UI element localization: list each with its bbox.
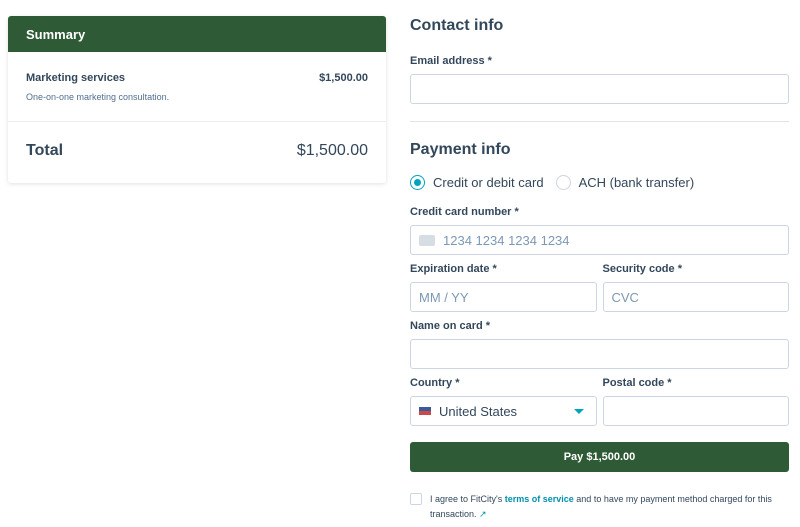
cvc-placeholder: CVC xyxy=(611,289,639,305)
radio-unchecked-icon[interactable] xyxy=(555,175,571,190)
exp-label: Expiration date * xyxy=(410,263,497,275)
radio-ach-label: ACH (bank transfer) xyxy=(578,175,695,190)
name-label: Name on card * xyxy=(410,320,491,332)
summary-card: Summary Marketing services $1,500.00 One… xyxy=(8,16,386,183)
radio-card-label: Credit or debit card xyxy=(433,175,544,190)
card-number-input[interactable]: 1234 1234 1234 1234 xyxy=(410,225,789,255)
total-label: Total xyxy=(26,142,64,159)
exp-placeholder: MM / YY xyxy=(419,289,469,305)
cvc-input[interactable]: CVC xyxy=(602,282,789,312)
summary-title: Summary xyxy=(8,16,386,52)
card-placeholder: 1234 1234 1234 1234 xyxy=(443,232,570,248)
payment-title: Payment info xyxy=(410,141,511,158)
item-price: $1,500.00 xyxy=(319,72,368,84)
postal-input[interactable] xyxy=(602,396,789,426)
contact-title: Contact info xyxy=(410,17,504,34)
card-label: Credit card number * xyxy=(410,206,519,218)
expiration-input[interactable]: MM / YY xyxy=(410,282,597,312)
item-name: Marketing services xyxy=(26,72,126,84)
us-flag-icon xyxy=(419,407,431,415)
line-item: Marketing services $1,500.00 One-on-one … xyxy=(8,52,386,122)
terms-agreement: I agree to FitCity's terms of service an… xyxy=(410,492,789,522)
radio-ach[interactable]: ACH (bank transfer) xyxy=(555,175,695,190)
terms-link[interactable]: terms of service xyxy=(504,494,574,504)
cvc-label: Security code * xyxy=(602,263,682,275)
country-label: Country * xyxy=(410,377,460,389)
postal-label: Postal code * xyxy=(602,377,672,389)
external-link-icon: ↗ xyxy=(479,509,487,519)
terms-checkbox[interactable] xyxy=(410,493,422,505)
radio-checked-icon[interactable] xyxy=(410,175,425,190)
country-select[interactable]: United States xyxy=(410,396,597,426)
chevron-down-icon xyxy=(573,409,584,419)
terms-text: I agree to FitCity's terms of service an… xyxy=(430,494,772,519)
item-description: One-on-one marketing consultation. xyxy=(26,92,170,102)
email-input[interactable] xyxy=(410,74,789,104)
radio-card[interactable]: Credit or debit card xyxy=(410,175,544,190)
name-input[interactable] xyxy=(410,339,789,369)
country-value: United States xyxy=(439,403,518,419)
email-label: Email address * xyxy=(410,55,492,67)
pay-button[interactable]: Pay $1,500.00 xyxy=(410,442,789,472)
total-value: $1,500.00 xyxy=(296,142,368,159)
credit-card-icon xyxy=(419,234,435,246)
total-row: Total $1,500.00 xyxy=(8,122,386,180)
divider xyxy=(410,121,789,122)
